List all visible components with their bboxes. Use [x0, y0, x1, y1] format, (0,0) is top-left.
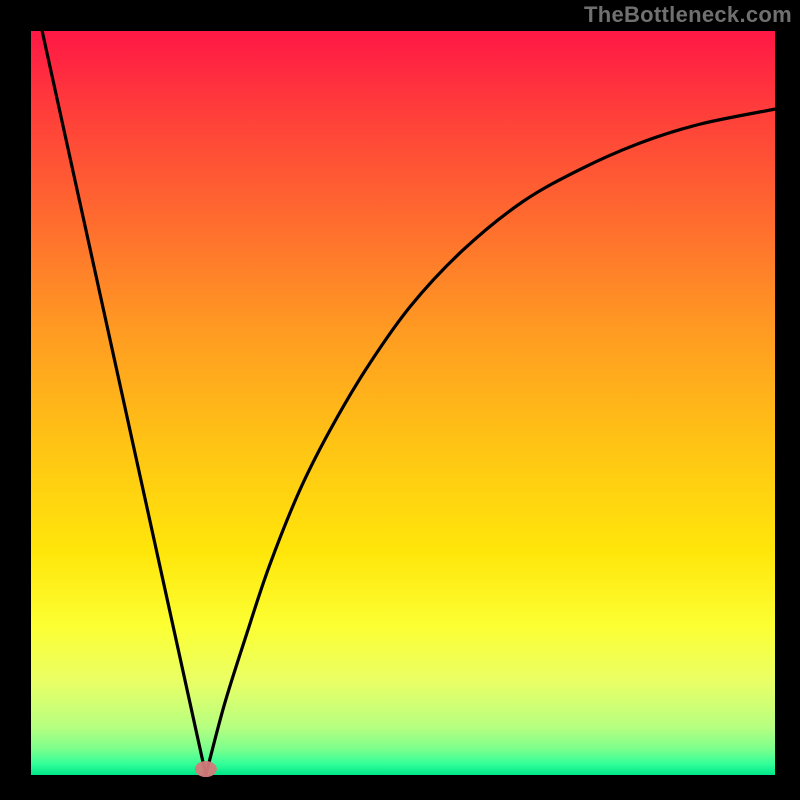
plot-background: [31, 31, 775, 775]
chart-container: TheBottleneck.com: [0, 0, 800, 800]
chart-svg: [0, 0, 800, 800]
optimum-marker: [195, 761, 217, 777]
watermark-text: TheBottleneck.com: [584, 2, 792, 28]
